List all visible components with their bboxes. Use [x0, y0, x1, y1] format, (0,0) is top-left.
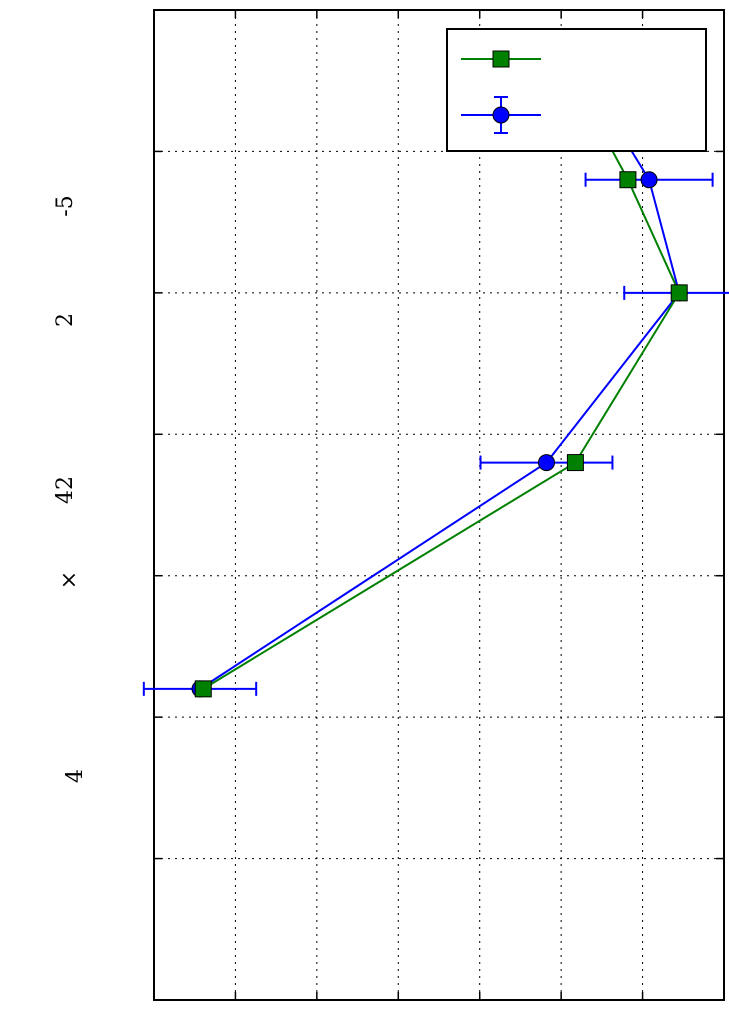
data-point [537, 454, 555, 472]
plot-frame [153, 9, 725, 1001]
data-point [619, 171, 637, 189]
tick-label-2: 2 [53, 313, 78, 327]
tick-label-1: -5 [53, 195, 78, 216]
legend-marker [492, 106, 510, 124]
axis-ticks [154, 10, 724, 1000]
tick-label-5: 4 [63, 769, 88, 783]
legend-entry-1 [461, 50, 541, 68]
tick-labels: -5 2 42 × 4 [53, 195, 88, 783]
legend-marker [492, 50, 510, 68]
legend [446, 28, 707, 152]
legend-entry-2 [461, 96, 541, 134]
data-point [640, 171, 658, 189]
grid [154, 10, 724, 1000]
tick-label-3: 42 [53, 476, 78, 504]
data-point [194, 680, 212, 698]
data-point [670, 284, 688, 302]
data-point [566, 454, 584, 472]
legend-box [446, 28, 707, 152]
tick-label-4: × [57, 571, 82, 589]
